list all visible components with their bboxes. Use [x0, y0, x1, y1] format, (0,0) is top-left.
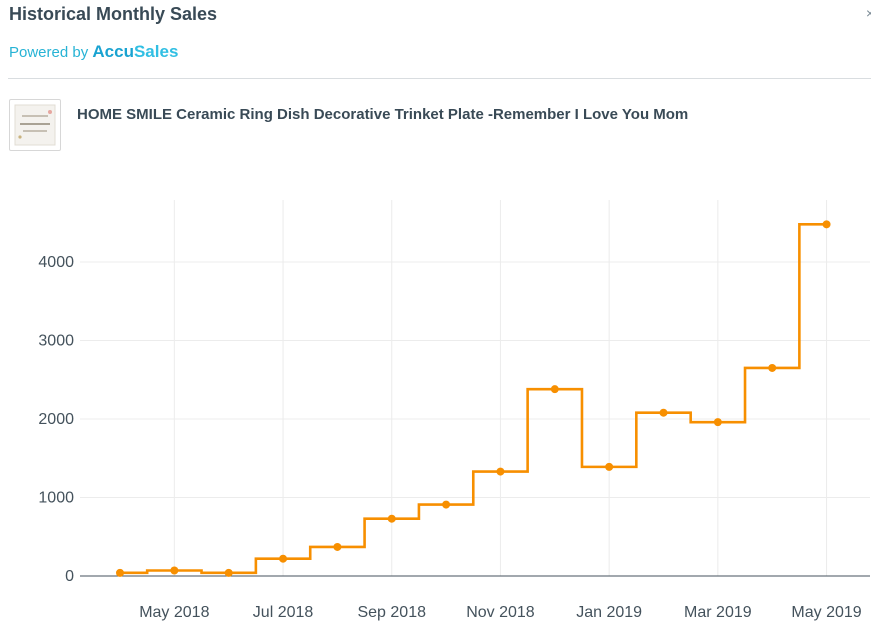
data-point[interactable] — [333, 542, 342, 551]
close-icon[interactable]: × — [866, 5, 871, 21]
data-point[interactable] — [550, 385, 559, 394]
product-image-icon — [14, 104, 56, 146]
data-point[interactable] — [279, 554, 288, 563]
y-tick-label: 4000 — [38, 254, 74, 271]
data-point[interactable] — [224, 568, 233, 577]
powered-by-prefix: Powered by — [9, 44, 93, 61]
y-tick-label: 2000 — [38, 411, 74, 428]
data-point[interactable] — [496, 467, 505, 476]
data-point[interactable] — [116, 568, 124, 577]
chart-grid — [80, 200, 870, 576]
y-axis-labels: 0 1000 2000 3000 4000 — [38, 254, 74, 585]
data-points — [116, 220, 831, 577]
panel-title: Historical Monthly Sales — [9, 4, 218, 24]
y-tick-label: 1000 — [38, 490, 74, 507]
x-tick-label: May 2019 — [791, 604, 861, 621]
data-point[interactable] — [170, 566, 179, 575]
data-point[interactable] — [713, 418, 722, 427]
y-tick-label: 3000 — [38, 333, 74, 350]
data-point[interactable] — [442, 500, 451, 509]
x-tick-label: Mar 2019 — [684, 604, 752, 621]
brand-part-2: Sales — [133, 42, 179, 61]
x-tick-label: Jul 2018 — [253, 604, 314, 621]
x-tick-label: Sep 2018 — [357, 604, 426, 621]
x-tick-label: Jan 2019 — [576, 604, 642, 621]
x-axis-labels: May 2018 Jul 2018 Sep 2018 Nov 2018 Jan 2019… — [139, 604, 862, 621]
sales-step-line — [120, 223, 827, 575]
product-thumbnail — [9, 99, 61, 151]
x-tick-label: May 2018 — [139, 604, 209, 621]
brand-logo[interactable]: AccuSales — [92, 42, 178, 61]
x-tick-label: Nov 2018 — [466, 604, 535, 621]
data-point[interactable] — [768, 363, 777, 372]
data-point[interactable] — [822, 220, 831, 229]
powered-by: Powered by AccuSales — [9, 42, 178, 62]
brand-part-1: Accu — [92, 42, 134, 61]
data-point[interactable] — [659, 408, 668, 417]
data-point[interactable] — [387, 514, 396, 523]
product-title: HOME SMILE Ceramic Ring Dish Decorative … — [77, 106, 689, 123]
y-tick-label: 0 — [65, 568, 74, 585]
header-divider — [8, 78, 871, 79]
data-point[interactable] — [605, 462, 614, 471]
